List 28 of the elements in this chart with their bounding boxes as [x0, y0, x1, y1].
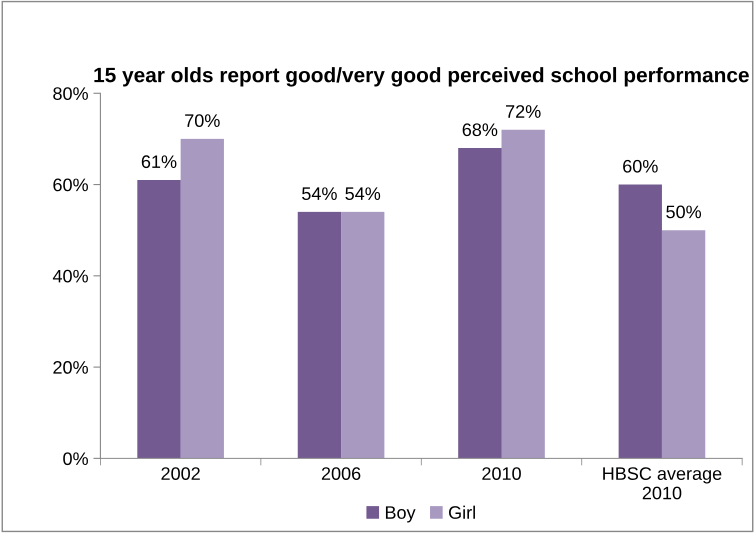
x-tick-label: 2006: [322, 467, 360, 480]
x-tick-label: 2010: [482, 467, 521, 480]
data-label: 72%: [506, 105, 541, 118]
bar: [180, 138, 224, 458]
chart-title: 15 year olds report good/very good perceived school performance: [94, 67, 749, 87]
data-label: 60%: [623, 160, 658, 173]
y-tick-label: 20%: [53, 361, 88, 374]
data-label: 61%: [142, 155, 176, 168]
bar: [458, 148, 502, 458]
x-tick-label: HBSC average 2010: [603, 467, 722, 500]
y-tick-label: 40%: [52, 270, 88, 283]
bar: [502, 130, 545, 458]
data-label: 54%: [302, 187, 337, 200]
data-label: 50%: [666, 206, 702, 218]
legend-label: Boy: [386, 506, 416, 522]
bar: [618, 184, 662, 458]
bar: [137, 180, 181, 458]
x-tick-label: 2002: [161, 467, 200, 480]
y-tick-label: 60%: [53, 178, 88, 192]
bar: [341, 212, 384, 458]
legend-label: Girl: [448, 506, 475, 519]
data-label: 70%: [185, 114, 220, 128]
data-label: 68%: [462, 123, 498, 136]
bar: [662, 230, 706, 458]
bar: [298, 212, 342, 458]
y-tick-label: 0%: [63, 452, 88, 466]
y-tick-label: 80%: [53, 87, 88, 100]
data-label: 54%: [345, 187, 380, 200]
